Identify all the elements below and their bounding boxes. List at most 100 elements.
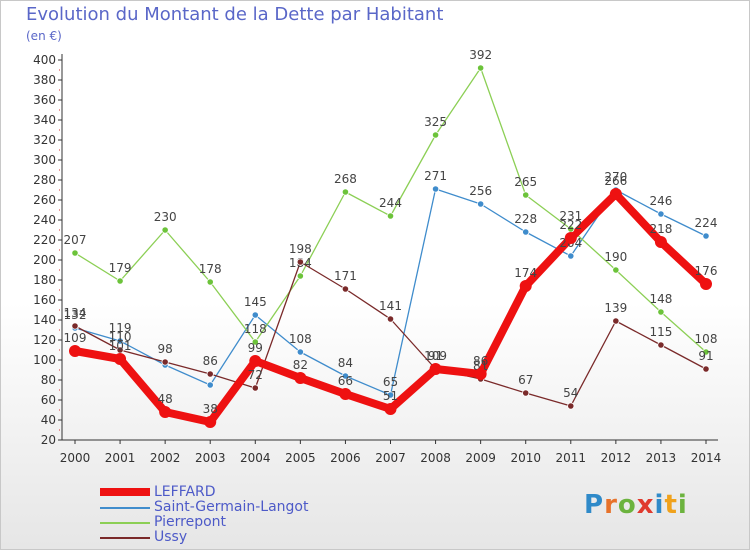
legend-label: Pierrepont <box>154 514 227 530</box>
y-tick-label: 80 <box>41 373 56 387</box>
data-label-ussy: 198 <box>289 242 312 256</box>
data-point-saint-germain-langot <box>341 372 350 380</box>
data-point-pierrepont <box>612 266 620 274</box>
data-label-leffard: 222 <box>559 218 582 232</box>
y-tick-label: 360 <box>33 93 56 107</box>
data-label-saint-germain-langot: 256 <box>469 184 492 198</box>
data-label-pierrepont: 265 <box>514 175 537 189</box>
legend-item: Saint-Germain-Langot <box>100 499 380 515</box>
legend-item: Pierrepont <box>100 514 380 530</box>
data-point-leffard <box>700 278 712 290</box>
data-label-saint-germain-langot: 84 <box>338 356 353 370</box>
data-point-saint-germain-langot <box>296 348 304 356</box>
data-label-pierrepont: 230 <box>154 210 177 224</box>
data-label-leffard: 101 <box>109 339 132 353</box>
data-label-leffard: 66 <box>338 374 353 388</box>
legend-item: LEFFARD <box>100 484 380 500</box>
data-point-pierrepont <box>386 212 395 220</box>
data-label-leffard: 48 <box>158 392 173 406</box>
y-tick-label: 180 <box>33 273 56 287</box>
y-tick-label: 240 <box>33 213 56 227</box>
y-tick-label: 400 <box>33 53 56 67</box>
legend-label: LEFFARD <box>154 484 216 500</box>
data-label-pierrepont: 178 <box>199 262 222 276</box>
data-point-leffard <box>564 232 577 244</box>
y-tick-label: 100 <box>33 353 56 367</box>
y-tick-label: 320 <box>33 133 56 147</box>
data-point-leffard <box>69 345 81 357</box>
x-tick-label: 2007 <box>375 451 406 465</box>
data-point-pierrepont <box>116 277 124 285</box>
data-label-pierrepont: 108 <box>695 332 718 346</box>
y-tick-label: 380 <box>33 73 56 87</box>
data-label-saint-germain-langot: 271 <box>424 169 447 183</box>
data-label-pierrepont: 325 <box>424 115 447 129</box>
data-label-ussy: 141 <box>379 299 402 313</box>
data-label-pierrepont: 244 <box>379 196 402 210</box>
data-point-saint-germain-langot <box>567 252 575 260</box>
data-label-saint-germain-langot: 246 <box>649 194 672 208</box>
data-point-pierrepont <box>657 308 665 316</box>
data-label-leffard: 109 <box>424 349 447 363</box>
x-tick-label: 2009 <box>465 451 496 465</box>
data-label-ussy: 115 <box>649 325 672 339</box>
x-tick-label: 2002 <box>150 451 181 465</box>
data-label-pierrepont: 392 <box>469 48 492 62</box>
data-label-leffard: 176 <box>695 264 718 278</box>
x-tick-label: 2011 <box>556 451 587 465</box>
data-label-leffard: 109 <box>64 331 87 345</box>
chart-subtitle: (en €) <box>26 29 62 43</box>
data-point-pierrepont <box>161 226 169 234</box>
data-point-ussy <box>206 370 214 378</box>
data-point-pierrepont <box>702 348 710 356</box>
data-label-ussy: 134 <box>64 306 87 320</box>
data-point-saint-germain-langot <box>477 200 485 208</box>
data-point-saint-germain-langot <box>431 185 440 193</box>
data-label-pierrepont: 268 <box>334 172 357 186</box>
data-label-saint-germain-langot: 65 <box>383 375 398 389</box>
data-point-pierrepont <box>206 278 214 286</box>
data-point-pierrepont <box>341 188 350 196</box>
data-point-leffard <box>384 403 397 415</box>
data-label-saint-germain-langot: 108 <box>289 332 312 346</box>
data-label-ussy: 171 <box>334 269 357 283</box>
data-label-saint-germain-langot: 270 <box>604 170 627 184</box>
data-label-ussy: 91 <box>428 349 443 363</box>
data-point-leffard <box>474 368 487 380</box>
data-label-leffard: 51 <box>383 389 398 403</box>
data-label-ussy: 98 <box>158 342 173 356</box>
data-label-pierrepont: 179 <box>109 261 132 275</box>
x-tick-label: 2006 <box>330 451 361 465</box>
data-label-saint-germain-langot: 228 <box>514 212 537 226</box>
data-point-ussy <box>296 258 304 266</box>
data-point-leffard <box>294 372 307 384</box>
data-point-ussy <box>251 384 259 392</box>
data-point-pierrepont <box>251 338 259 346</box>
x-tick-label: 2000 <box>60 451 91 465</box>
data-point-leffard <box>654 236 667 248</box>
y-tick-label: 40 <box>41 413 56 427</box>
data-label-leffard: 174 <box>514 266 537 280</box>
data-label-saint-germain-langot: 132 <box>64 308 87 322</box>
data-label-ussy: 110 <box>109 330 132 344</box>
data-point-ussy <box>386 315 395 323</box>
data-point-leffard <box>204 416 217 428</box>
data-point-leffard <box>159 406 172 418</box>
data-point-ussy <box>161 358 169 366</box>
data-point-pierrepont <box>431 131 440 139</box>
data-point-saint-germain-langot <box>116 337 124 345</box>
y-tick-label: 300 <box>33 153 56 167</box>
y-tick-label: 280 <box>33 173 56 187</box>
data-label-ussy: 54 <box>563 386 578 400</box>
data-label-ussy: 72 <box>248 368 263 382</box>
data-label-leffard: 218 <box>649 222 672 236</box>
data-label-ussy: 139 <box>604 301 627 315</box>
data-point-ussy <box>702 365 710 373</box>
data-point-leffard <box>339 388 352 400</box>
x-tick-label: 2008 <box>420 451 451 465</box>
data-label-ussy: 67 <box>518 373 533 387</box>
data-point-ussy <box>71 322 79 330</box>
data-point-ussy <box>341 285 350 293</box>
y-tick-label: 120 <box>33 333 56 347</box>
data-point-leffard <box>519 280 532 292</box>
